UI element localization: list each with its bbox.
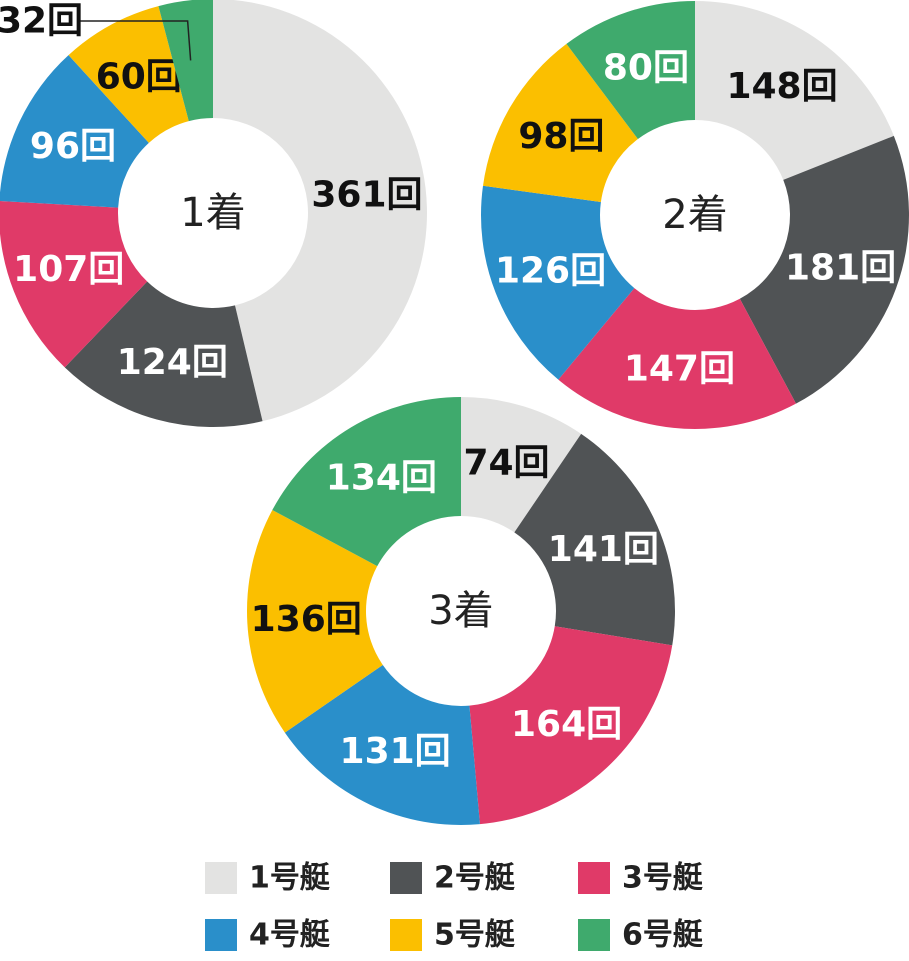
slice [284, 664, 480, 825]
value-label: 136回 [251, 599, 362, 640]
slice [213, 0, 427, 422]
slice [514, 433, 675, 646]
legend-swatch [390, 919, 422, 951]
value-label: 124回 [117, 342, 228, 383]
legend-label: 4号艇 [249, 918, 330, 953]
value-label: 134回 [326, 458, 437, 499]
value-label: 107回 [13, 249, 124, 290]
slice [272, 397, 461, 567]
slice [68, 6, 189, 143]
value-label: 126回 [495, 251, 606, 292]
legend-label: 3号艇 [622, 861, 703, 896]
slice [64, 281, 263, 427]
legend-swatch [390, 862, 422, 894]
legend-swatch [205, 862, 237, 894]
value-label: 96回 [30, 126, 116, 167]
value-label: 98回 [518, 116, 604, 157]
value-label: 164回 [511, 704, 622, 745]
value-label: 60回 [96, 56, 182, 97]
value-label: 148回 [726, 66, 837, 107]
slice [247, 510, 383, 733]
slice [558, 288, 796, 429]
slice [481, 185, 635, 380]
value-label: 74回 [463, 442, 549, 483]
legend-swatch [578, 919, 610, 951]
slice [483, 43, 638, 203]
slice [469, 626, 673, 825]
center-title: 1着 [180, 190, 245, 236]
slice [739, 135, 909, 404]
slice [695, 1, 894, 180]
slice [158, 0, 213, 122]
legend-label: 2号艇 [434, 861, 515, 896]
center-title: 3着 [428, 588, 493, 634]
slice [0, 55, 149, 208]
value-label: 181回 [785, 248, 896, 289]
value-label: 141回 [548, 529, 659, 570]
slice [461, 397, 582, 533]
value-label: 80回 [603, 47, 689, 88]
value-label: 131回 [340, 731, 451, 772]
legend-swatch [578, 862, 610, 894]
legend-label: 1号艇 [249, 861, 330, 896]
value-label: 361回 [311, 174, 422, 215]
legend-label: 6号艇 [622, 918, 703, 953]
legend-label: 5号艇 [434, 918, 515, 953]
slice [0, 200, 148, 368]
value-label: 32回 [0, 1, 83, 42]
value-label: 147回 [624, 349, 735, 390]
slice [566, 0, 695, 140]
center-title: 2着 [662, 192, 727, 238]
leader-line [80, 20, 192, 61]
legend-swatch [205, 919, 237, 951]
